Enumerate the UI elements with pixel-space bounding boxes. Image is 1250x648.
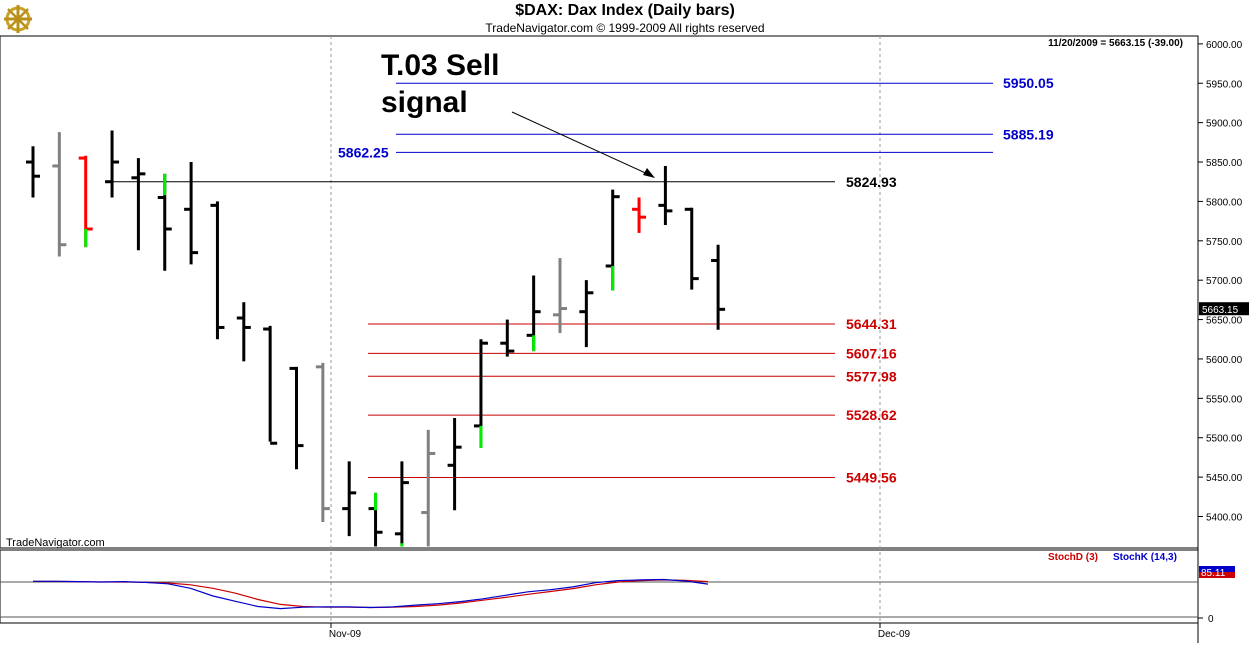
level-label: 5824.93 [846,174,897,190]
ohlc-bar [447,418,462,511]
y-tick-label: 5400.00 [1206,512,1243,523]
price-levels: 5950.05 5885.19 5862.25 5824.93 5644.31 5607.… [112,75,1054,485]
stoch-series-line [33,578,709,610]
ohlc-bar [553,258,567,333]
ohlc-bar [421,429,436,547]
ohlc-bar [684,207,699,290]
y-tick-label: 5550.00 [1206,394,1243,405]
ohlc-bar [579,280,594,348]
ohlc-bar [368,492,383,547]
grid-lines [330,36,881,623]
ohlc-bar [473,339,488,448]
ohlc-bar [263,325,278,445]
level-label: 5644.31 [846,316,897,332]
y-tick-label: 5700.00 [1206,276,1243,287]
stoch-series-line [33,579,709,609]
ohlc-bar [394,461,409,547]
stoch-legend-d: StochD (3) [1048,552,1098,563]
ohlc-bar [658,165,673,226]
y-tick-label: 5800.00 [1206,197,1243,208]
chart-title: $DAX: Dax Index (Daily bars) [515,2,735,19]
gold-ship-wheel-logo-icon[interactable] [3,3,33,35]
annotation-line1: T.03 Sell [381,49,499,82]
y-tick-label: 5450.00 [1206,473,1243,484]
y-tick-label: 5950.00 [1206,79,1243,90]
price-panel-border [0,35,1199,549]
y-tick-label: 5500.00 [1206,434,1243,445]
level-label: 5607.16 [846,345,897,361]
ohlc-bar [342,461,357,537]
level-label: 5885.19 [1003,126,1054,142]
axes: 6000.00 5950.00 5900.00 5850.00 5800.00 5750.… [329,40,1249,640]
ohlc-bar [210,201,225,340]
last-price-box [1199,302,1249,316]
stoch-last-label: 85.11 [1201,568,1226,579]
ohlc-bar [105,130,120,198]
ohlc-bar [500,319,515,357]
annotation-arrowhead [643,168,655,178]
ohlc-bar [184,162,199,265]
annotation-arrow-line [511,111,653,177]
level-label: 5528.62 [846,407,897,423]
y-tick-label: 5900.00 [1206,119,1243,130]
ohlc-bar [52,132,67,257]
level-label: 5449.56 [846,469,897,485]
stochastic-panel: StochD (3) StochK (14,3) 85.11 0 [0,552,1235,625]
x-tick-label: Dec-09 [878,629,911,640]
ohlc-bar [26,146,40,198]
stoch-last-box-d [1199,572,1235,578]
last-price-label: 5663.15 [1202,305,1239,316]
x-tick-label: Nov-09 [329,629,362,640]
watermark: TradeNavigator.com [6,537,105,549]
annotation: T.03 Sell signal [381,49,655,178]
status-line: 11/20/2009 = 5663.15 (-39.00) [1048,38,1183,49]
ohlc-bar [526,275,541,352]
level-label: 5862.25 [338,144,389,160]
chart-subtitle: TradeNavigator.com © 1999-2009 All right… [485,21,765,35]
y-tick-label: 5850.00 [1206,158,1243,169]
ohlc-bar [632,197,647,233]
level-label: 5950.05 [1003,75,1054,91]
chart-frame [0,35,1199,643]
stoch-legend-k: StochK (14,3) [1113,552,1177,563]
ohlc-bar [236,302,251,362]
stoch-y-tick-label: 0 [1208,614,1214,625]
y-tick-label: 5600.00 [1206,355,1243,366]
ohlc-bar [157,173,172,271]
ohlc-bar [711,244,726,330]
y-tick-label: 5750.00 [1206,237,1243,248]
ohlc-bar [131,158,146,251]
annotation-line2: signal [381,86,468,119]
level-label: 5577.98 [846,368,897,384]
ohlc-bar [289,366,304,470]
ohlc-bar [315,362,330,523]
y-tick-label: 5650.00 [1206,316,1243,327]
price-bars [26,130,726,547]
ohlc-bar [78,155,93,248]
y-tick-label: 6000.00 [1206,40,1243,51]
ohlc-bar [605,189,620,291]
